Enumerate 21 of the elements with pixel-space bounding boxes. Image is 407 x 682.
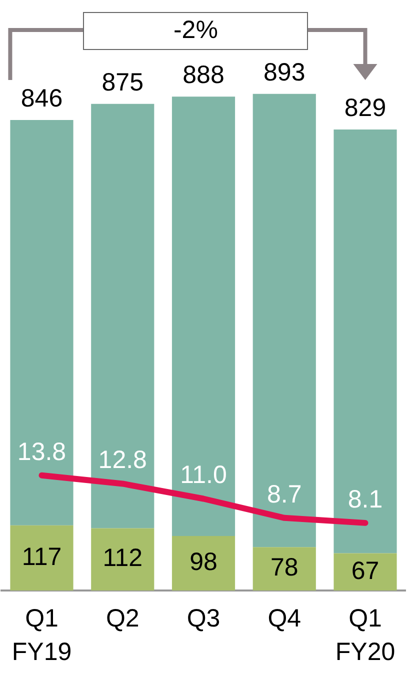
total-label: 888 (182, 61, 224, 90)
data-label: 78 (270, 554, 298, 582)
data-label: 8.1 (348, 485, 383, 514)
total-label: 893 (264, 58, 306, 86)
data-label: 13.8 (17, 438, 66, 466)
x-tick-label: Q1 FY19 (12, 604, 72, 666)
x-tick-label: Q3 (186, 604, 220, 632)
text: -2% (83, 12, 308, 50)
x-tick-label: Q4 (268, 604, 302, 632)
total-label: 829 (344, 94, 386, 122)
data-label: 11.0 (180, 461, 227, 490)
total-label: 875 (102, 68, 144, 96)
data-label: 117 (22, 542, 62, 571)
x-tick-label: Q2 (106, 604, 140, 632)
data-label: 67 (351, 556, 380, 585)
data-label: 98 (190, 548, 218, 576)
data-label: 112 (102, 544, 143, 572)
x-tick-label: Q1 FY20 (335, 604, 396, 666)
data-label: 8.7 (266, 480, 302, 508)
total-label: 846 (20, 84, 63, 112)
data-label: 12.8 (98, 446, 147, 474)
